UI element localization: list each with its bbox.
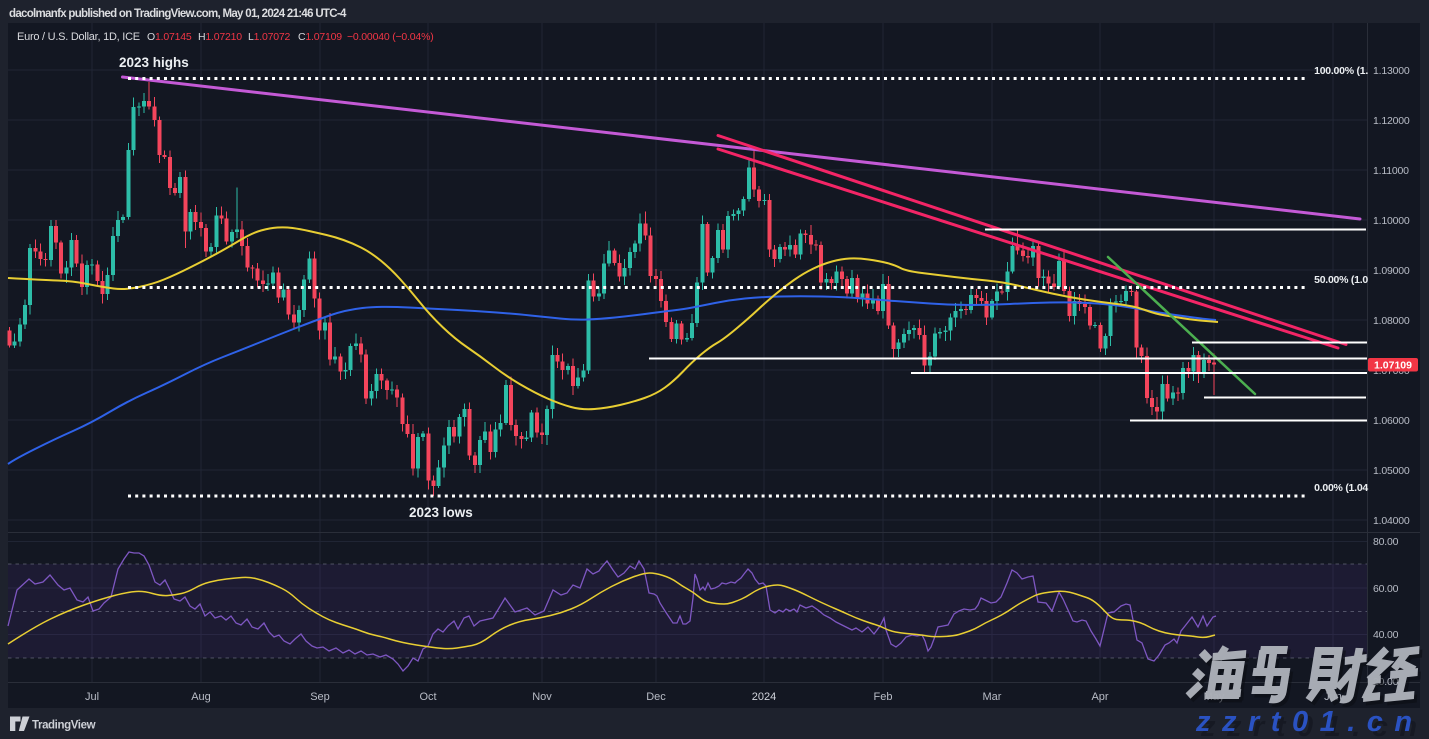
svg-text:C1.07109: C1.07109 xyxy=(298,31,342,43)
svg-text:Nov: Nov xyxy=(532,691,552,703)
svg-text:Sep: Sep xyxy=(310,691,330,703)
svg-text:1.07109: 1.07109 xyxy=(1374,360,1412,372)
svg-text:O1.07145: O1.07145 xyxy=(147,31,192,43)
svg-text:dacolmanfx published on Tradin: dacolmanfx published on TradingView.com,… xyxy=(9,8,347,20)
svg-text:40.00: 40.00 xyxy=(1373,629,1399,641)
svg-text:Feb: Feb xyxy=(874,691,893,703)
svg-text:zzrt01.cn: zzrt01.cn xyxy=(1200,711,1429,739)
svg-text:1.12000: 1.12000 xyxy=(1373,115,1410,127)
svg-text:Oct: Oct xyxy=(419,691,436,703)
svg-text:1.04000: 1.04000 xyxy=(1373,515,1410,527)
svg-text:1.05000: 1.05000 xyxy=(1373,465,1410,477)
svg-text:50.00% (1.0: 50.00% (1.0 xyxy=(1314,274,1368,286)
svg-text:2023 lows: 2023 lows xyxy=(409,505,473,520)
svg-text:TradingView: TradingView xyxy=(32,720,96,732)
svg-text:80.00: 80.00 xyxy=(1373,536,1399,548)
svg-text:Mar: Mar xyxy=(983,691,1002,703)
svg-text:2024: 2024 xyxy=(752,691,776,703)
svg-text:−0.00040 (−0.04%): −0.00040 (−0.04%) xyxy=(347,31,434,43)
svg-text:Dec: Dec xyxy=(646,691,666,703)
svg-text:100.00% (1.: 100.00% (1. xyxy=(1314,65,1368,77)
svg-text:2023 highs: 2023 highs xyxy=(119,55,189,70)
svg-text:1.06000: 1.06000 xyxy=(1373,415,1410,427)
svg-text:H1.07210: H1.07210 xyxy=(198,31,242,43)
svg-text:L1.07072: L1.07072 xyxy=(248,31,291,43)
svg-text:1.09000: 1.09000 xyxy=(1373,265,1410,277)
svg-text:zzrt01.cn: zzrt01.cn xyxy=(1195,706,1424,738)
svg-text:Euro / U.S. Dollar, 1D, ICE: Euro / U.S. Dollar, 1D, ICE xyxy=(17,31,140,43)
svg-text:0.00% (1.04: 0.00% (1.04 xyxy=(1314,482,1368,494)
svg-text:Apr: Apr xyxy=(1091,691,1108,703)
svg-text:1.13000: 1.13000 xyxy=(1373,65,1410,77)
svg-text:1.11000: 1.11000 xyxy=(1373,165,1409,177)
svg-text:Aug: Aug xyxy=(191,691,211,703)
svg-text:60.00: 60.00 xyxy=(1373,583,1399,595)
svg-text:Jul: Jul xyxy=(85,691,99,703)
svg-text:1.08000: 1.08000 xyxy=(1373,315,1410,327)
svg-text:1.10000: 1.10000 xyxy=(1373,215,1410,227)
